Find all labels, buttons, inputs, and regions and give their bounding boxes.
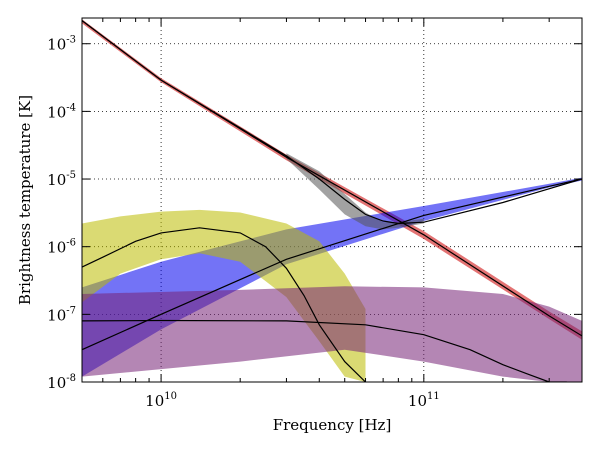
uncertainty-band: [286, 153, 424, 230]
model-curves: [82, 20, 582, 382]
y-tick-label: 10-7: [47, 305, 76, 324]
x-tick-label: 1010: [145, 391, 177, 410]
uncertainty-band: [82, 286, 582, 382]
y-tick-label: 10-4: [47, 102, 76, 121]
y-tick-label: 10-5: [47, 170, 76, 189]
y-tick-label: 10-8: [47, 373, 76, 392]
y-tick-label: 10-3: [47, 35, 76, 54]
model-curve: [82, 20, 582, 225]
uncertainty-band: [82, 209, 366, 382]
uncertainty-band: [82, 19, 582, 340]
model-curve: [82, 319, 567, 382]
plot-frame: [81, 17, 583, 383]
uncertainty-band: [82, 177, 582, 377]
y-tick-label: 10-6: [47, 238, 76, 257]
x-tick-label: 1011: [408, 391, 440, 410]
tick-labels: 1010 1011 10-3 10-4 10-5 10-6 10-7 10-8: [47, 35, 440, 410]
axis-ticks: [82, 18, 582, 383]
x-axis-title: Frequency [Hz]: [273, 416, 392, 434]
uncertainty-bands: [82, 19, 582, 382]
model-curve: [82, 227, 366, 382]
y-axis-title: Brightness temperature [K]: [16, 95, 34, 305]
